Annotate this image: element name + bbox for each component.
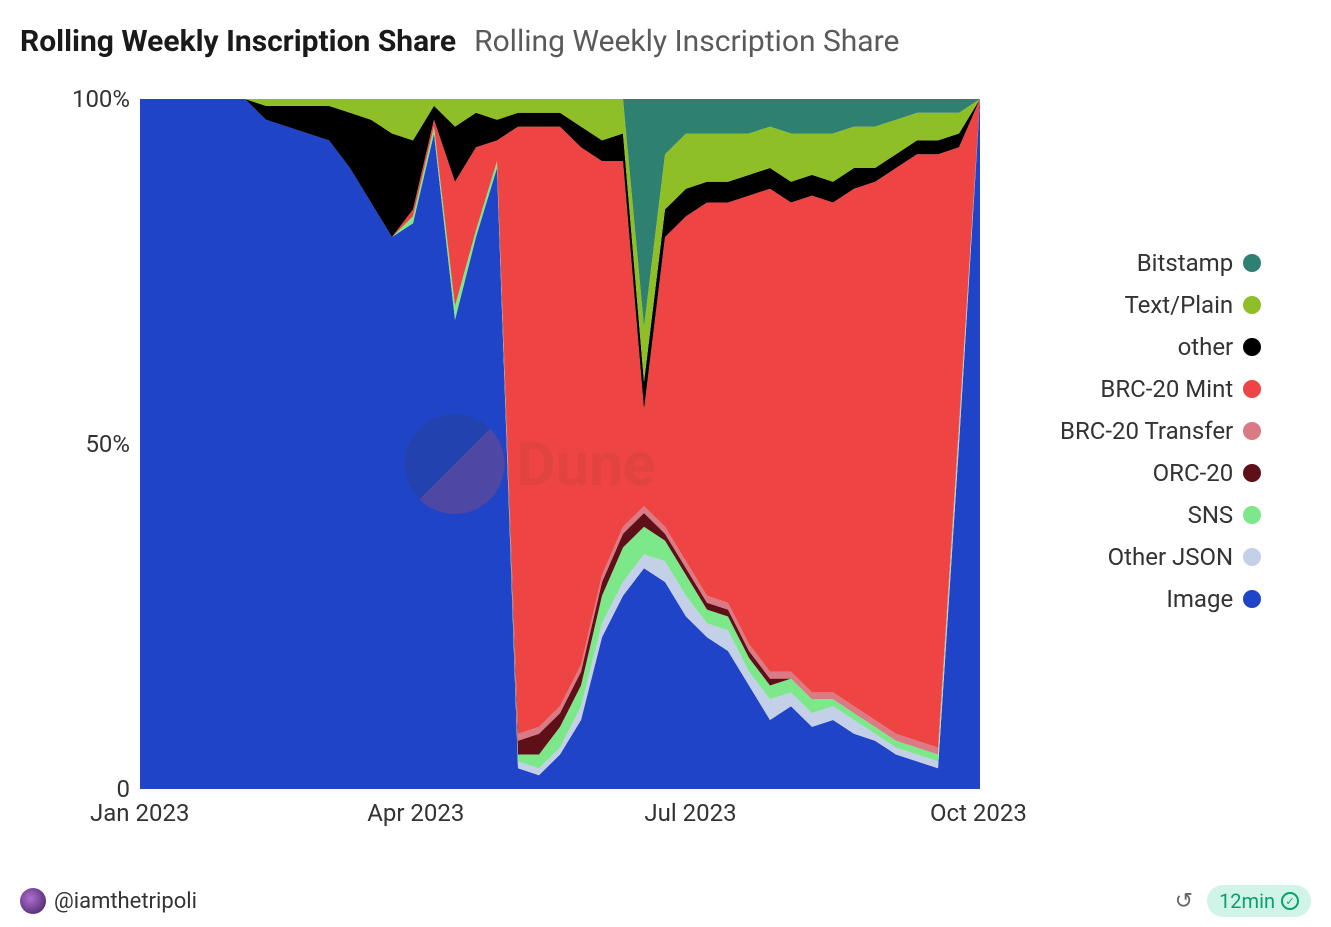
legend-item-other-json[interactable]: Other JSON <box>1060 543 1261 571</box>
author[interactable]: @iamthetripoli <box>20 888 197 914</box>
legend-label: BRC-20 Transfer <box>1060 417 1233 445</box>
time-label: 12min <box>1219 889 1275 913</box>
legend-label: Image <box>1166 585 1233 613</box>
plot-region: 050%100% Jan 2023Apr 2023Jul 2023Oct 202… <box>20 69 1040 859</box>
legend-label: other <box>1178 333 1234 361</box>
refresh-icon[interactable]: ↺ <box>1175 889 1193 914</box>
x-tick-label: Jul 2023 <box>644 799 736 827</box>
legend-dot-icon <box>1243 464 1261 482</box>
legend-label: Other JSON <box>1108 543 1234 571</box>
author-handle: @iamthetripoli <box>54 889 197 914</box>
legend-item-other[interactable]: other <box>1060 333 1261 361</box>
legend-item-orc-20[interactable]: ORC-20 <box>1060 459 1261 487</box>
chart-title: Rolling Weekly Inscription Share <box>20 24 456 59</box>
legend: Bitstamp Text/Plain other BRC-20 Mint BRC-20… <box>1040 69 1261 859</box>
legend-dot-icon <box>1243 506 1261 524</box>
legend-item-brc-20-transfer[interactable]: BRC-20 Transfer <box>1060 417 1261 445</box>
legend-dot-icon <box>1243 254 1261 272</box>
legend-label: SNS <box>1188 501 1234 529</box>
legend-label: Text/Plain <box>1125 291 1234 319</box>
x-tick-label: Oct 2023 <box>930 799 1027 827</box>
y-tick-label: 100% <box>50 85 130 113</box>
legend-item-image[interactable]: Image <box>1060 585 1261 613</box>
legend-dot-icon <box>1243 422 1261 440</box>
legend-item-brc-20-mint[interactable]: BRC-20 Mint <box>1060 375 1261 403</box>
legend-dot-icon <box>1243 296 1261 314</box>
legend-item-bitstamp[interactable]: Bitstamp <box>1060 249 1261 277</box>
stacked-area-svg <box>20 69 990 799</box>
x-tick-label: Jan 2023 <box>90 799 189 827</box>
legend-item-text-plain[interactable]: Text/Plain <box>1060 291 1261 319</box>
legend-dot-icon <box>1243 380 1261 398</box>
chart-header: Rolling Weekly Inscription Share Rolling… <box>0 0 1331 69</box>
chart-subtitle: Rolling Weekly Inscription Share <box>474 24 899 59</box>
legend-dot-icon <box>1243 548 1261 566</box>
chart-wrapper: 050%100% Jan 2023Apr 2023Jul 2023Oct 202… <box>0 69 1331 859</box>
legend-item-sns[interactable]: SNS <box>1060 501 1261 529</box>
legend-dot-icon <box>1243 338 1261 356</box>
legend-label: Bitstamp <box>1137 249 1233 277</box>
legend-label: ORC-20 <box>1153 459 1234 487</box>
legend-label: BRC-20 Mint <box>1100 375 1233 403</box>
time-badge[interactable]: 12min ✓ <box>1207 885 1311 917</box>
x-tick-label: Apr 2023 <box>367 799 464 827</box>
footer: @iamthetripoli ↺ 12min ✓ <box>20 885 1311 917</box>
avatar-icon <box>20 888 46 914</box>
check-icon: ✓ <box>1281 892 1299 910</box>
legend-dot-icon <box>1243 590 1261 608</box>
y-tick-label: 50% <box>50 430 130 458</box>
